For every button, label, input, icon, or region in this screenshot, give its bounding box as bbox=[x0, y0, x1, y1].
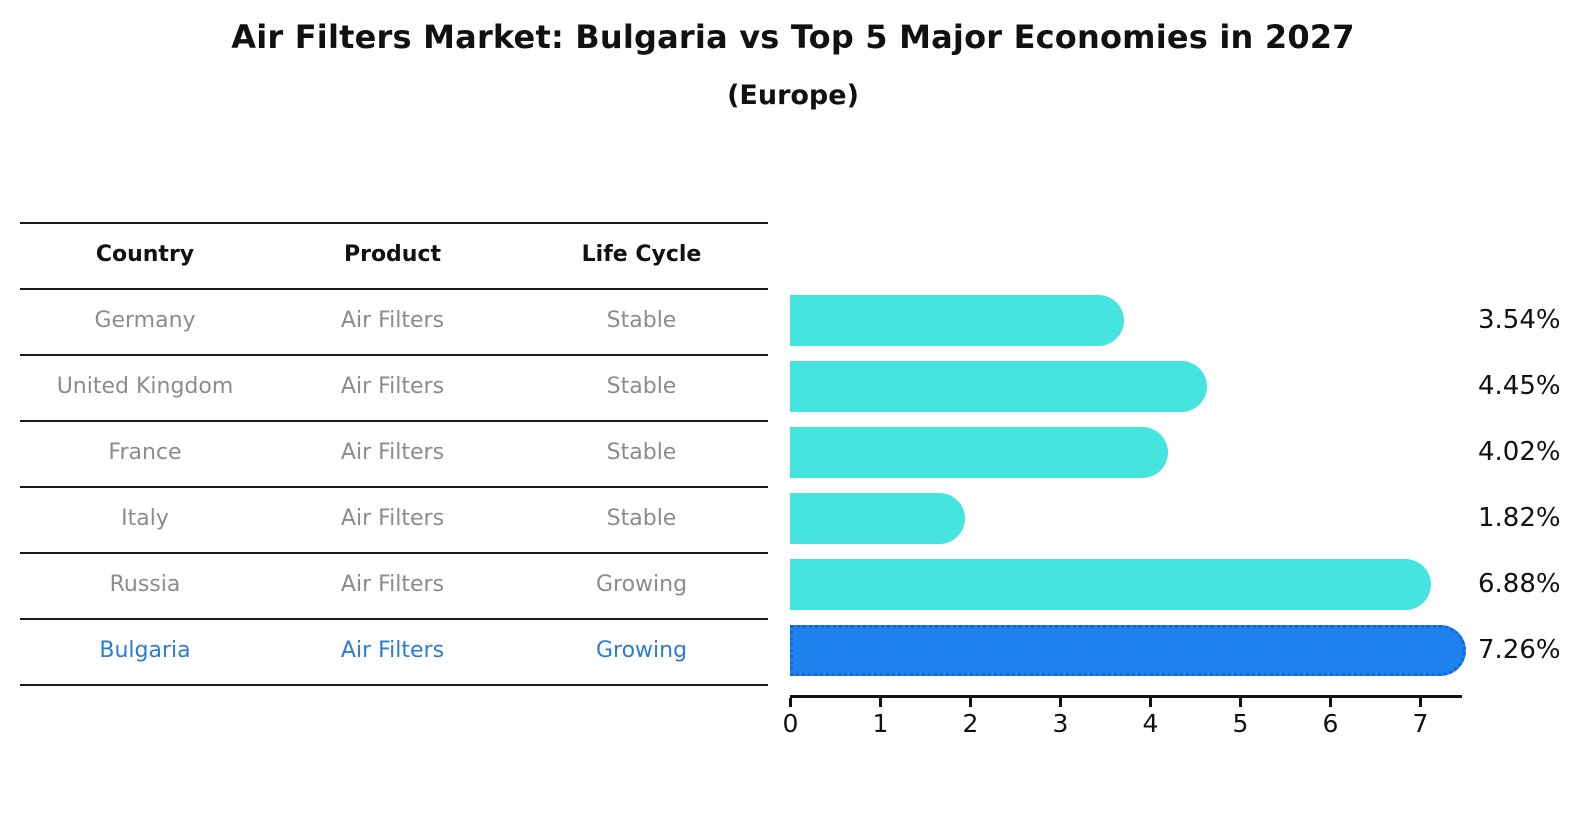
country-cell: Russia bbox=[109, 572, 181, 597]
x-axis-tick: 4 bbox=[1143, 698, 1158, 738]
x-axis-tick: 3 bbox=[1053, 698, 1068, 738]
table-divider bbox=[20, 684, 768, 686]
x-axis-tick-label: 3 bbox=[1052, 709, 1069, 738]
life-cycle-cell: Stable bbox=[606, 506, 677, 531]
bar-value-label: 4.45% bbox=[1478, 371, 1561, 401]
product-cell: Air Filters bbox=[340, 638, 445, 663]
x-axis-tick-label: 2 bbox=[962, 709, 979, 738]
table-divider bbox=[20, 552, 768, 554]
bar-russia bbox=[790, 559, 1431, 610]
table-row: United Kingdom Air Filters Stable bbox=[20, 354, 768, 420]
bar-row: 4.45% bbox=[790, 361, 1586, 412]
country-cell: Bulgaria bbox=[99, 638, 191, 663]
country-cell: Italy bbox=[121, 506, 169, 531]
table-divider bbox=[20, 618, 768, 620]
product-cell: Air Filters bbox=[340, 440, 445, 465]
country-cell: Germany bbox=[94, 308, 196, 333]
x-axis-tick: 6 bbox=[1323, 698, 1338, 738]
bar-row: 4.02% bbox=[790, 427, 1586, 478]
bar-united-kingdom bbox=[790, 361, 1208, 412]
x-axis-tick: 1 bbox=[873, 698, 888, 738]
page-title: Air Filters Market: Bulgaria vs Top 5 Ma… bbox=[231, 18, 1355, 56]
bar-row: 1.82% bbox=[790, 493, 1586, 544]
x-axis-tick: 5 bbox=[1233, 698, 1248, 738]
product-cell: Air Filters bbox=[340, 308, 445, 333]
x-axis-ticks: 0 1 2 3 4 5 6 7 bbox=[783, 698, 1462, 738]
x-axis-tick-label: 1 bbox=[872, 709, 889, 738]
bar-value-label: 6.88% bbox=[1478, 569, 1561, 599]
table-row: France Air Filters Stable bbox=[20, 420, 768, 486]
bar-value-label: 7.26% bbox=[1478, 635, 1561, 665]
page-subtitle: (Europe) bbox=[727, 80, 859, 111]
x-axis-tick-label: 7 bbox=[1412, 709, 1429, 738]
product-cell: Air Filters bbox=[340, 374, 445, 399]
bar-value-label: 3.54% bbox=[1478, 305, 1561, 335]
life-cycle-cell: Growing bbox=[595, 638, 688, 663]
x-axis-tick: 0 bbox=[783, 698, 798, 738]
column-header-product: Product bbox=[343, 242, 442, 267]
table-divider bbox=[20, 420, 768, 422]
country-cell: United Kingdom bbox=[56, 374, 234, 399]
life-cycle-cell: Stable bbox=[606, 308, 677, 333]
table-row: Russia Air Filters Growing bbox=[20, 552, 768, 618]
table-divider bbox=[20, 222, 768, 224]
x-axis-tick-label: 0 bbox=[782, 709, 799, 738]
bar-bulgaria-highlighted bbox=[790, 625, 1466, 676]
bar-row: 7.26% bbox=[790, 625, 1586, 676]
table-row: Italy Air Filters Stable bbox=[20, 486, 768, 552]
bar-france bbox=[790, 427, 1168, 478]
life-cycle-cell: Stable bbox=[606, 374, 677, 399]
bar-value-label: 4.02% bbox=[1478, 437, 1561, 467]
product-cell: Air Filters bbox=[340, 572, 445, 597]
life-cycle-cell: Growing bbox=[595, 572, 688, 597]
bar-row: 3.54% bbox=[790, 295, 1586, 346]
country-cell: France bbox=[108, 440, 182, 465]
x-axis-tick-label: 4 bbox=[1142, 709, 1159, 738]
bar-italy bbox=[790, 493, 966, 544]
table-divider bbox=[20, 486, 768, 488]
bar-value-label: 1.82% bbox=[1478, 503, 1561, 533]
table-divider bbox=[20, 354, 768, 356]
table-row: Germany Air Filters Stable bbox=[20, 288, 768, 354]
table-divider bbox=[20, 288, 768, 290]
table-header-row: Country Product Life Cycle bbox=[20, 222, 768, 288]
x-axis-tick: 2 bbox=[963, 698, 978, 738]
table-row: Bulgaria Air Filters Growing bbox=[20, 618, 768, 684]
product-cell: Air Filters bbox=[340, 506, 445, 531]
life-cycle-cell: Stable bbox=[606, 440, 677, 465]
column-header-country: Country bbox=[95, 242, 195, 267]
x-axis-tick-label: 6 bbox=[1322, 709, 1339, 738]
bar-germany bbox=[790, 295, 1124, 346]
column-header-life-cycle: Life Cycle bbox=[581, 242, 702, 267]
x-axis-tick-label: 5 bbox=[1232, 709, 1249, 738]
bar-row: 6.88% bbox=[790, 559, 1586, 610]
x-axis-line bbox=[790, 695, 1462, 698]
x-axis-tick: 7 bbox=[1413, 698, 1428, 738]
